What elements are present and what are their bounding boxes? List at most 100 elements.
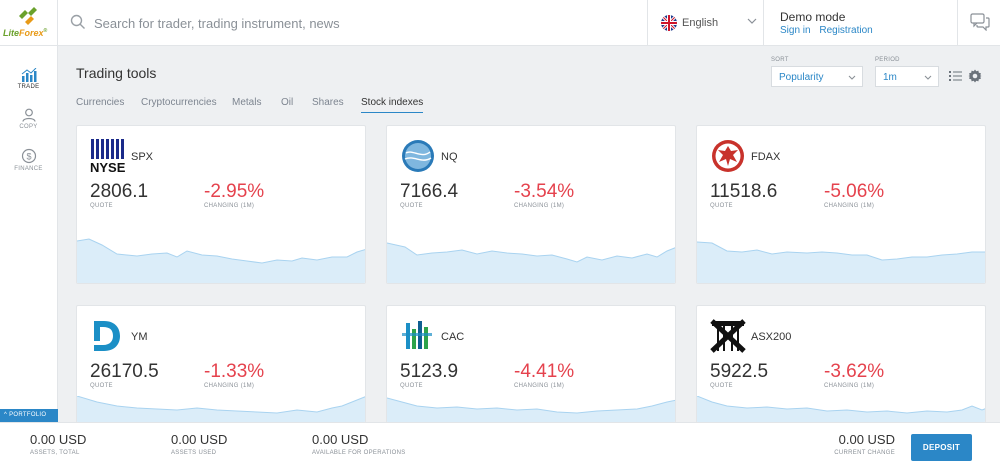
instrument-change: -2.95% [204,181,265,202]
chevron-down-icon [848,75,856,80]
instrument-quote: 5922.5 [710,361,769,382]
portfolio-tab[interactable]: ^ PORTFOLIO [0,409,58,422]
instrument-card-ym[interactable]: YM 26170.5 QUOTE -1.33% CHANGING (1M) [76,305,366,423]
registration-link[interactable]: Registration [819,25,873,36]
available-value: 0.00 USD [312,432,369,447]
instrument-quote: 2806.1 [90,181,149,202]
quote-label: QUOTE [710,203,733,209]
sidebar: TRADE COPY $ FINANCE [0,46,58,422]
nyse-logo-icon: NYSE [90,139,126,173]
instrument-symbol: SPX [131,151,154,163]
instrument-card-spx[interactable]: NYSE SPX 2806.1 QUOTE -2.95% CHANGING (1… [76,125,366,284]
instrument-card-asx200[interactable]: ASX200 5922.5 QUOTE -3.62% CHANGING (1M) [696,305,986,423]
assets-used-label: ASSETS USED [171,450,217,456]
chevron-down-icon [747,18,757,24]
search-icon [70,14,85,29]
instrument-card-nq[interactable]: NQ 7166.4 QUOTE -3.54% CHANGING (1M) [386,125,676,284]
current-change-value: 0.00 USD [838,432,895,447]
tab-stock-indexes[interactable]: Stock indexes [361,97,424,113]
instrument-change: -4.41% [514,361,575,382]
instrument-card-fdax[interactable]: FDAX 11518.6 QUOTE -5.06% CHANGING (1M) [696,125,986,284]
chart-icon [21,68,36,82]
change-label: CHANGING (1M) [204,383,255,389]
page-title: Trading tools [76,65,157,81]
sidebar-item-trade[interactable]: TRADE [0,68,57,102]
uk-flag-icon [661,15,677,31]
period-label: PERIOD [875,57,900,63]
instrument-symbol: ASX200 [751,331,792,343]
chat-icon [970,13,990,31]
search-input[interactable] [94,12,634,34]
top-bar: LiteForex® English Demo mode Sign in Reg… [0,0,1000,46]
instrument-symbol: NQ [441,151,458,163]
instrument-card-cac[interactable]: CAC 5123.9 QUOTE -4.41% CHANGING (1M) [386,305,676,423]
sparkline-chart [697,396,985,422]
change-label: CHANGING (1M) [514,383,565,389]
search-bar [58,0,648,46]
assets-used: 0.00 USD ASSETS USED [171,432,227,456]
chat-button[interactable] [958,0,1000,46]
assets-used-value: 0.00 USD [171,432,228,447]
instrument-change: -5.06% [824,181,885,202]
tab-currencies[interactable]: Currencies [76,97,125,108]
svg-text:NYSE: NYSE [90,160,126,173]
instrument-quote: 5123.9 [400,361,459,382]
tab-oil[interactable]: Oil [281,97,294,108]
brand-name: LiteForex® [3,28,48,38]
tab-metals[interactable]: Metals [232,97,262,108]
sidebar-item-label: COPY [19,124,38,130]
instrument-symbol: CAC [441,331,465,343]
auth-links: Sign in Registration [780,25,879,36]
period-select[interactable]: 1m [875,66,939,87]
account-summary-bar: 0.00 USD ASSETS, TOTAL 0.00 USD ASSETS U… [0,422,1000,469]
language-label: English [682,17,719,29]
brand-logo[interactable]: LiteForex® [0,0,58,46]
instrument-symbol: YM [131,331,148,343]
instrument-change: -1.33% [204,361,265,382]
quote-label: QUOTE [400,383,423,389]
tab-shares[interactable]: Shares [312,97,344,108]
sidebar-item-label: TRADE [17,84,40,90]
available-label: AVAILABLE FOR OPERATIONS [312,450,406,456]
sparkline-chart [697,241,985,283]
sparkline-chart [77,238,365,283]
quote-label: QUOTE [400,203,423,209]
asx-logo-icon [710,319,746,353]
gear-icon[interactable] [968,69,982,83]
portfolio-label: PORTFOLIO [9,412,47,418]
instrument-change: -3.62% [824,361,885,382]
sidebar-item-copy[interactable]: COPY [0,108,57,142]
change-label: CHANGING (1M) [514,203,565,209]
instrument-symbol: FDAX [751,151,781,163]
frankfurt-eagle-icon [712,140,744,172]
dollar-icon: $ [21,148,36,164]
user-icon [21,108,36,122]
nasdaq-globe-icon [402,140,434,172]
assets-total-label: ASSETS, TOTAL [30,450,80,456]
quote-label: QUOTE [710,383,733,389]
instrument-change: -3.54% [514,181,575,202]
dow-jones-logo-icon [94,321,120,351]
account-panel: Demo mode Sign in Registration [764,0,958,46]
sparkline-chart [387,397,675,422]
demo-mode-label: Demo mode [780,10,846,24]
sparkline-chart [387,242,675,283]
quote-label: QUOTE [90,203,113,209]
change-label: CHANGING (1M) [824,203,875,209]
sign-in-link[interactable]: Sign in [780,25,811,36]
available-for-operations: 0.00 USD AVAILABLE FOR OPERATIONS [312,432,406,456]
euronext-logo-icon [402,321,432,349]
instrument-quote: 11518.6 [710,181,778,202]
sidebar-item-finance[interactable]: $ FINANCE [0,148,57,182]
current-change: 0.00 USD CURRENT CHANGE [834,432,895,456]
list-view-icon[interactable] [949,70,962,82]
sort-select[interactable]: Popularity [771,66,863,87]
instrument-quote: 7166.4 [400,181,459,202]
chevron-down-icon [924,75,932,80]
liteforex-logo-icon [19,7,37,25]
sparkline-chart [77,396,365,422]
period-value: 1m [883,72,897,83]
tab-cryptocurrencies[interactable]: Cryptocurrencies [141,97,217,108]
language-selector[interactable]: English [648,0,764,46]
deposit-button[interactable]: DEPOSIT [911,434,972,461]
